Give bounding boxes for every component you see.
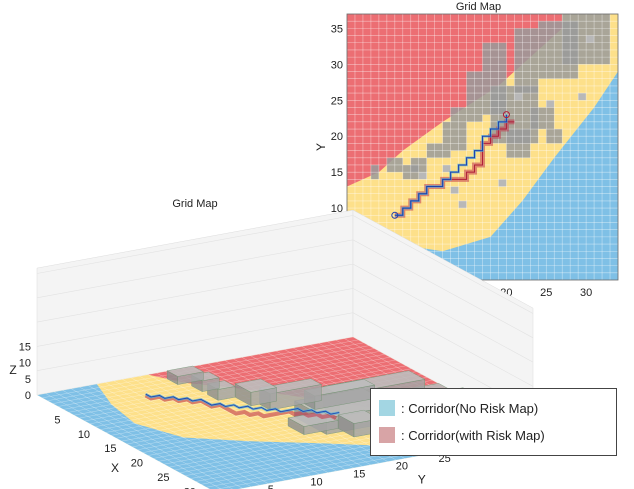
- obstacle-cell: [514, 93, 523, 101]
- pane-grid-line: [36, 239, 534, 339]
- floor-grid-line: [45, 393, 222, 489]
- obstacle-cell: [418, 172, 427, 180]
- floor-grid-line: [42, 339, 359, 399]
- legend-swatch-with-risk: [379, 427, 395, 443]
- obstacle-cell: [530, 107, 555, 130]
- obstacle-cell: [578, 93, 587, 101]
- x-tick-label-3d: 5: [54, 414, 60, 426]
- x-tick-label-3d: 15: [104, 443, 116, 455]
- y-tick-label: 35: [331, 23, 343, 35]
- legend-swatch-no-risk: [379, 400, 395, 416]
- obstacle-cell: [586, 35, 595, 43]
- obstacle-block-top: [166, 365, 204, 377]
- x-tick-label-3d: 25: [157, 472, 169, 484]
- obstacle-cell: [514, 28, 539, 94]
- y-tick-label: 25: [331, 95, 343, 107]
- y-axis-label: Y: [314, 143, 328, 151]
- floor-grid-line: [113, 380, 294, 480]
- floor-grid-line: [79, 386, 260, 486]
- x-tick-label: 30: [580, 287, 592, 299]
- plot-frame: [346, 13, 619, 281]
- floor-grid-line: [147, 374, 329, 473]
- floor-grid-line: [36, 394, 211, 489]
- legend-label-no-risk: : Corridor(No Risk Map): [401, 400, 539, 416]
- y-tick-label-3d: 20: [396, 461, 408, 473]
- y-tick-label: 10: [331, 203, 343, 215]
- floor-grid-line: [96, 383, 277, 483]
- obstacle-cell: [458, 200, 467, 209]
- z-tick-label-3d: 5: [25, 374, 31, 386]
- z-tick-label-3d: 15: [19, 341, 31, 353]
- legend-item-with-risk: : Corridor(with Risk Map): [379, 425, 545, 445]
- z-tick-label-3d: 0: [25, 390, 31, 402]
- y-tick-label: 20: [331, 131, 343, 143]
- legend-label-with-risk: : Corridor(with Risk Map): [401, 427, 545, 443]
- y-tick-label-3d: 15: [353, 468, 365, 480]
- floor-grid-line: [88, 385, 269, 484]
- z-axis-label-3d: Z: [9, 363, 16, 377]
- y-axis-label-3d: Y: [418, 473, 426, 487]
- floor-grid-line: [105, 382, 286, 481]
- chart-title-3d: Grid Map: [172, 198, 217, 210]
- x-tick-label-3d: 30: [184, 486, 196, 489]
- y-tick-label: 15: [331, 167, 343, 179]
- path-no-risk-3d: [145, 393, 340, 415]
- obstacle-cell: [498, 179, 507, 187]
- x-axis-label-3d: X: [111, 461, 119, 475]
- pane-grid-line: [36, 215, 534, 314]
- floor-grid-line: [62, 390, 243, 489]
- path-start-marker: [391, 211, 399, 219]
- chart-title-2d: Grid Map: [456, 1, 501, 13]
- legend-item-no-risk: : Corridor(No Risk Map): [379, 398, 538, 418]
- y-tick-label-3d: 5: [268, 484, 274, 489]
- floor-grid-line: [156, 372, 337, 472]
- floor-grid-line: [63, 351, 380, 410]
- z-tick-label-3d: 10: [19, 358, 31, 370]
- legend: : Corridor(No Risk Map) : Corridor(with …: [370, 388, 617, 456]
- obstacle-block-top: [234, 378, 278, 393]
- obstacle-cell: [546, 100, 555, 108]
- obstacle-cell: [442, 121, 451, 144]
- pane-grid-line: [36, 263, 534, 363]
- floor-grid-line: [71, 388, 252, 487]
- y-tick-label-3d: 10: [310, 476, 322, 488]
- pane-grid-line: [36, 312, 534, 411]
- floor-grid-line: [139, 375, 320, 475]
- floor-grid-line: [130, 377, 312, 476]
- floor-grid-line: [47, 342, 364, 402]
- floor-grid-line: [199, 364, 380, 464]
- obstacle-cell: [450, 186, 459, 194]
- top-down-grid-map: 510152025305101520253035XYGrid Map: [314, 1, 619, 313]
- floor-grid-line: [36, 336, 354, 396]
- x-tick-label-3d: 20: [131, 458, 143, 470]
- path-no-risk: [394, 114, 507, 216]
- x-tick-label: 25: [540, 287, 552, 299]
- x-tick-label-3d: 10: [78, 429, 90, 441]
- floor-low-risk: [37, 384, 465, 489]
- y-tick-label: 30: [331, 59, 343, 71]
- pane-grid-line: [36, 288, 534, 387]
- floor-grid-line: [53, 391, 234, 489]
- path-end-marker: [502, 111, 510, 119]
- region-low-risk: [347, 71, 618, 280]
- obstacle-cell: [442, 164, 451, 173]
